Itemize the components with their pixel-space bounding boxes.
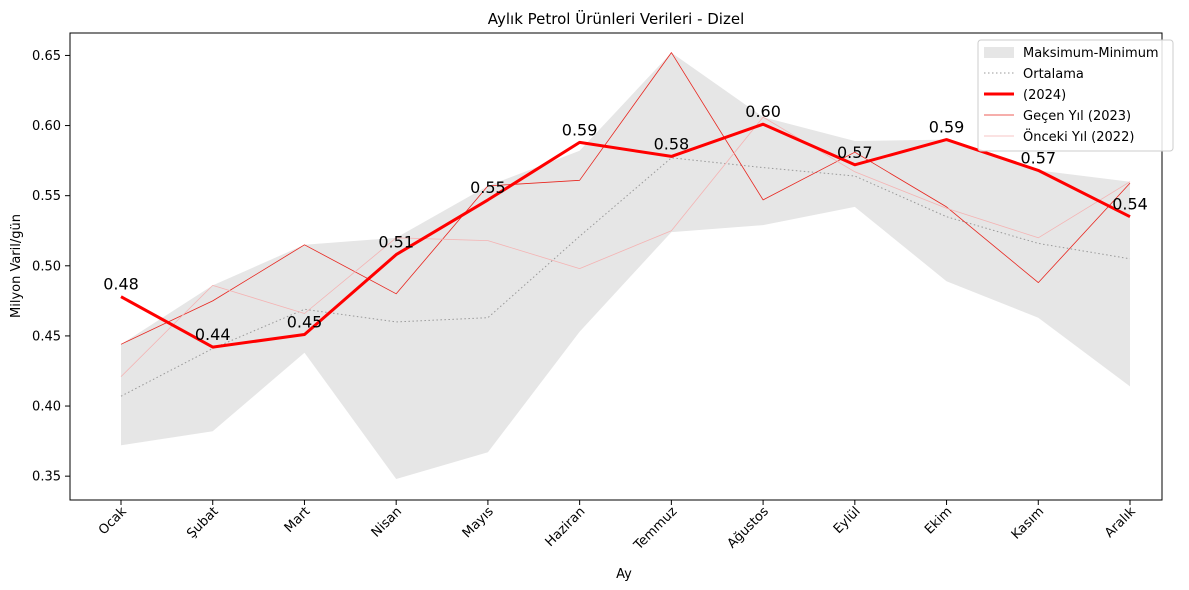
data-label: 0.44 [195, 325, 231, 344]
legend-label: Maksimum-Minimum [1023, 46, 1159, 61]
legend-label: Önceki Yıl (2022) [1023, 128, 1134, 145]
x-tick-label: Ağustos [725, 504, 773, 552]
data-label: 0.58 [654, 134, 690, 153]
y-axis: 0.35 0.40 0.45 0.50 0.55 0.60 0.65 [32, 49, 70, 485]
data-label: 0.45 [287, 313, 323, 332]
y-tick-label: 0.45 [32, 329, 61, 344]
x-tick-label: Ekim [922, 504, 955, 537]
series-line-1 [120, 122, 1131, 349]
y-tick-label: 0.60 [32, 119, 61, 134]
data-label: 0.54 [1112, 195, 1148, 214]
data-label: 0.59 [929, 118, 965, 137]
y-tick-label: 0.40 [32, 400, 61, 415]
x-tick-label: Mart [282, 504, 314, 536]
y-tick-label: 0.50 [32, 259, 61, 274]
legend: Maksimum-Minimum Ortalama (2024) Geçen Yıl… [977, 39, 1174, 152]
legend-label: Ortalama [1023, 67, 1084, 82]
x-tick-label: Şubat [184, 504, 221, 541]
data-label: 0.57 [837, 143, 873, 162]
data-labels-layer: 0.48 0.44 0.45 0.51 0.55 0.59 0.58 0.60 0.57 0.59… [103, 102, 1148, 344]
x-tick-label: Temmuz [631, 504, 681, 554]
x-tick-label: Haziran [543, 504, 589, 550]
chart-title: Aylık Petrol Ürünleri Verileri - Dizel [488, 9, 744, 28]
data-label: 0.60 [745, 102, 781, 121]
legend-label: (2024) [1023, 88, 1066, 103]
legend-label: Geçen Yıl (2023) [1023, 109, 1131, 124]
legend-swatch [984, 47, 1014, 58]
y-tick-label: 0.55 [32, 189, 61, 204]
x-tick-label: Ocak [96, 504, 130, 538]
x-tick-label: Eylül [831, 504, 864, 537]
series-line-3 [120, 116, 1131, 377]
data-label: 0.57 [1020, 148, 1056, 167]
data-label: 0.59 [562, 120, 598, 139]
x-tick-label: Mayıs [460, 504, 497, 541]
data-label: 0.55 [470, 178, 506, 197]
x-tick-label: Aralık [1102, 504, 1139, 541]
x-axis-label: Ay [616, 567, 632, 582]
y-axis-label: Milyon Varil/gün [9, 214, 24, 318]
y-tick-label: 0.65 [32, 49, 61, 64]
data-label: 0.48 [103, 275, 139, 294]
series-line-2 [120, 52, 1131, 345]
x-axis: Ocak Şubat Mart Nisan Mayıs Haziran Temmuz Ağus… [96, 500, 1139, 554]
x-tick-label: Nisan [369, 504, 405, 540]
series-layer [120, 52, 1131, 397]
plot-frame [69, 32, 1163, 501]
y-tick-label: 0.35 [32, 470, 61, 485]
legend-box [977, 39, 1174, 152]
data-label: 0.51 [378, 233, 414, 252]
x-tick-label: Kasım [1009, 504, 1047, 542]
